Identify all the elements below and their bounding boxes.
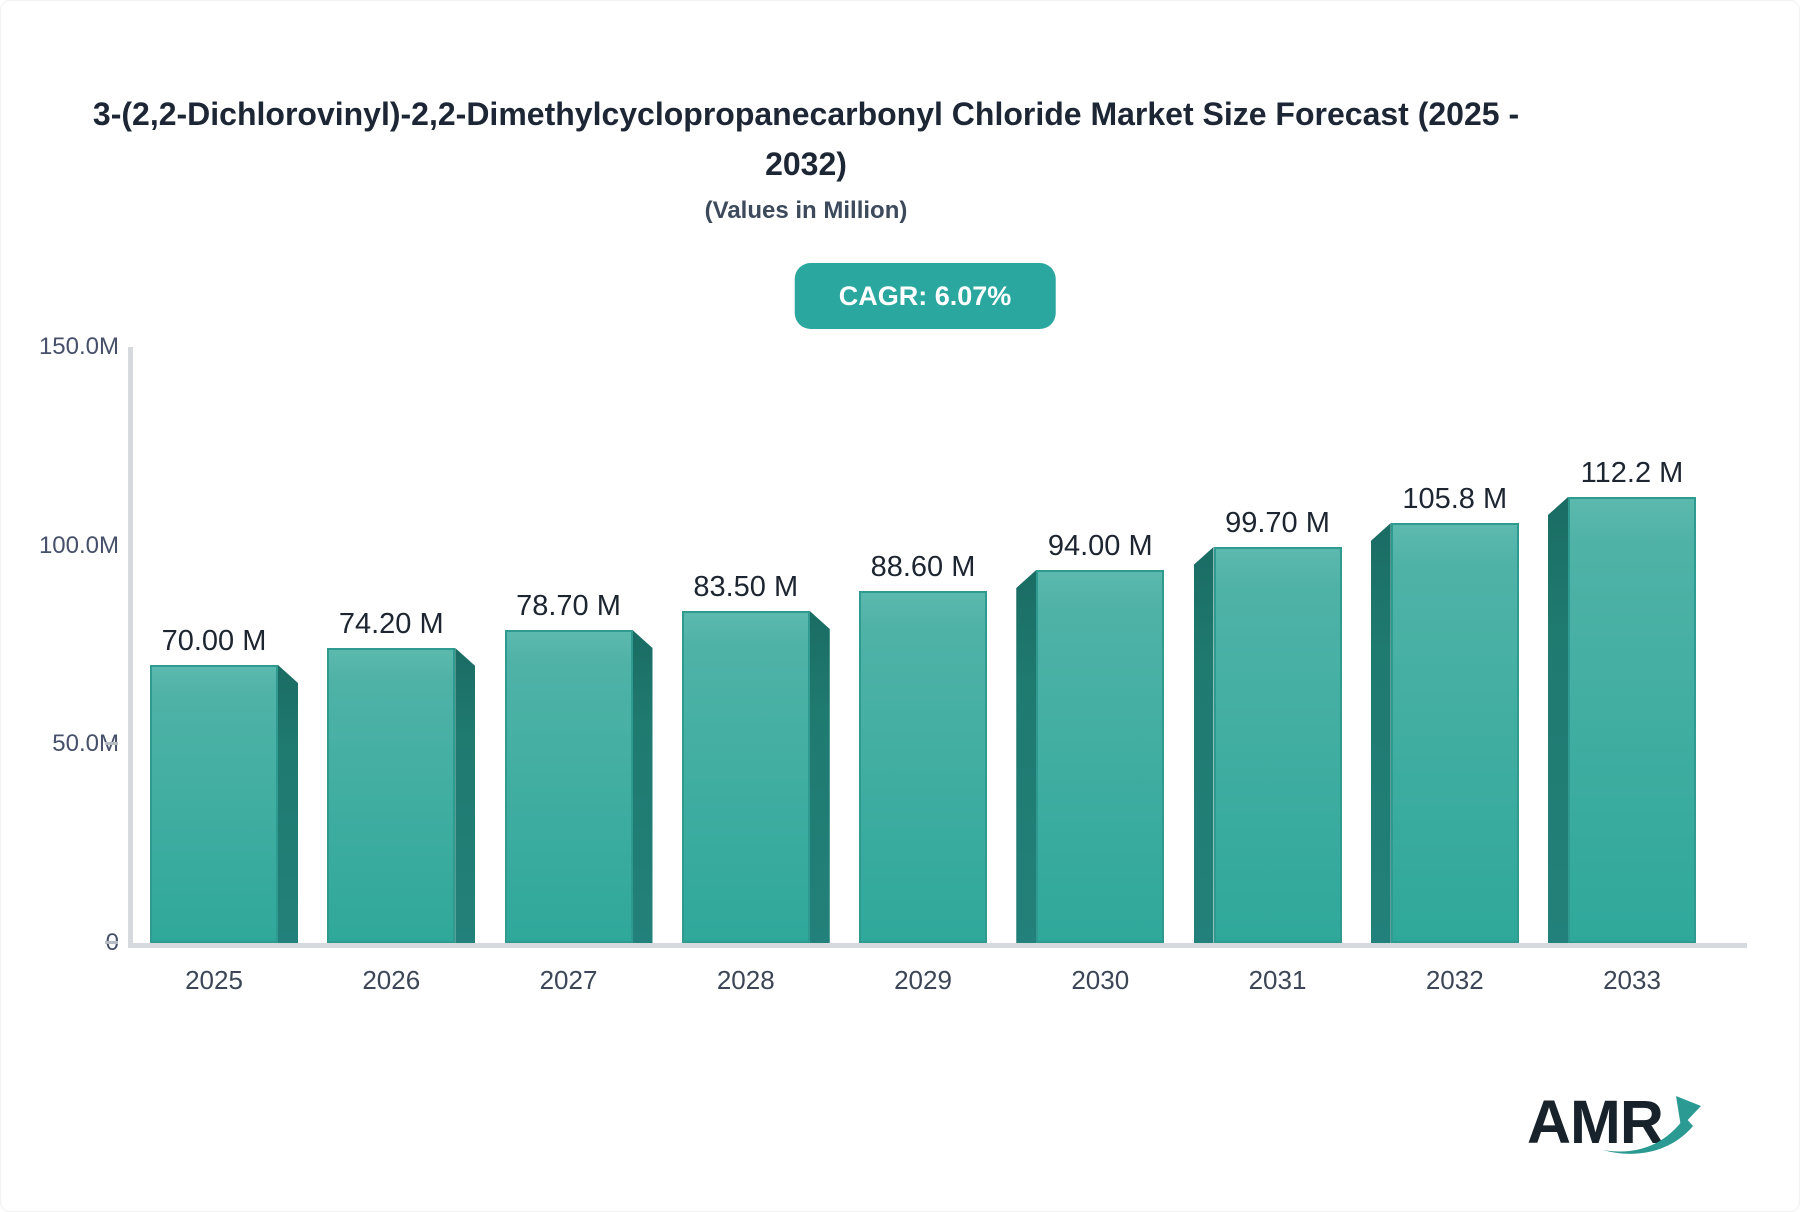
y-tick-label-50m: 50.0M [52,730,119,757]
bar-value-label-2026: 74.20 M [338,608,444,640]
bar-side-2025 [278,665,298,943]
y-tick-mark-0 [105,941,118,944]
x-tick-label-2030: 2030 [1071,965,1130,995]
bar-side-2028 [809,611,830,943]
bar-2026 [327,648,456,943]
bar-side-2026 [455,648,476,943]
bar-side-2030 [1016,570,1037,943]
y-axis-line [128,347,133,948]
amr-logo-text: AMR [1527,1088,1664,1156]
y-tick-label-0: 0 [19,930,119,956]
bar-side-2027 [632,630,653,943]
bar-side-2032 [1370,523,1391,943]
bar-side-2033 [1548,497,1568,943]
bar-2029 [859,591,987,943]
bar-value-label-2032: 105.8 M [1402,483,1508,515]
bar-2030 [1036,570,1165,943]
chart-subtitle: (Values in Million) [704,197,908,224]
amr-logo: AMR [1527,1087,1727,1167]
y-tick-mark-50m [105,742,118,745]
y-tick-label-150m: 150.0M [38,333,119,360]
bar-2027 [504,630,633,943]
x-tick-label-2032: 2032 [1425,965,1484,995]
x-tick-label-2033: 2033 [1603,965,1661,995]
bar-value-label-2028: 83.50 M [693,571,799,603]
bar-2031 [1213,547,1342,943]
bar-value-label-2031: 99.70 M [1225,507,1330,539]
bar-value-label-2030: 94.00 M [1047,530,1153,562]
plot-area: 70.00 M 2025 74.20 M 2026 78.70 M 2027 83.50 M… [134,347,1746,995]
cagr-badge: CAGR: 6.07% [794,263,1056,329]
x-tick-label-2029: 2029 [894,965,952,995]
bar-value-label-2033: 112.2 M [1580,457,1684,489]
x-tick-label-2027: 2027 [539,965,598,995]
x-axis-line [128,943,1747,948]
bar-value-label-2029: 88.60 M [870,551,976,583]
bar-side-2031 [1193,547,1214,943]
growth-arrow-icon [1603,1096,1701,1154]
bar-value-label-2025: 70.00 M [161,625,267,657]
bar-2025 [150,665,278,943]
x-tick-label-2026: 2026 [362,965,421,995]
bar-value-label-2027: 78.70 M [516,590,621,622]
bar-2028 [681,611,810,943]
x-tick-label-2028: 2028 [716,965,775,995]
chart-title: 3-(2,2-Dichlorovinyl)-2,2-Dimethylcyclop… [92,96,1520,182]
x-tick-label-2025: 2025 [185,965,243,995]
x-tick-label-2031: 2031 [1248,965,1307,995]
bar-2033 [1568,497,1696,943]
y-tick-label-100m: 100.0M [38,532,119,559]
bar-2032 [1390,523,1519,943]
